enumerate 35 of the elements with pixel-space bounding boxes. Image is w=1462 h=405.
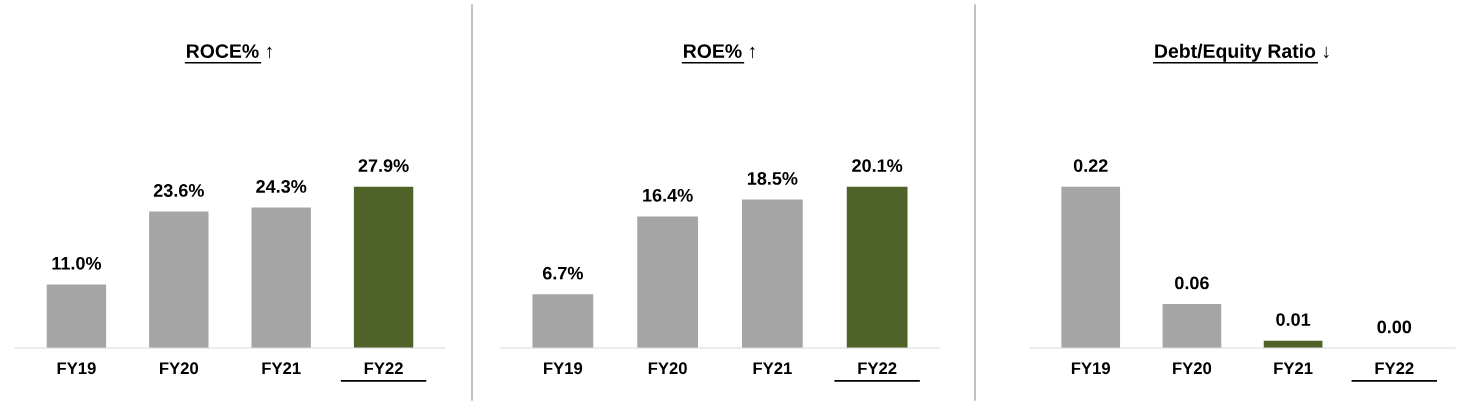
data-label: 0.00: [1377, 320, 1412, 334]
x-tick-label: FY22: [1375, 362, 1414, 374]
bar: [846, 186, 908, 348]
x-tick-label: FY21: [753, 362, 792, 374]
data-label: 0.22: [1073, 159, 1108, 172]
bar: [532, 294, 594, 348]
x-tick-label: FY22: [858, 362, 897, 374]
data-label: 11.0%: [52, 256, 102, 270]
data-label: 0.01: [1276, 313, 1311, 326]
data-label: 16.4%: [643, 188, 693, 202]
data-label: 18.5%: [747, 172, 798, 185]
chart-title: ROCE% ↑: [187, 44, 272, 59]
x-tick-label: FY21: [262, 362, 301, 374]
x-tick-label: FY22: [364, 362, 403, 374]
bar: [353, 186, 414, 348]
bar: [637, 216, 698, 348]
bar: [149, 211, 209, 348]
data-label: 0.06: [1175, 276, 1209, 290]
x-tick-label: FY20: [160, 362, 199, 375]
bar: [46, 284, 107, 348]
bar: [251, 207, 311, 348]
chart-title: ROE% ↑: [684, 44, 755, 59]
x-tick-label: FY20: [1173, 362, 1212, 375]
data-label: 27.9%: [358, 159, 409, 172]
x-tick-label: FY19: [544, 362, 583, 375]
bar: [742, 199, 803, 348]
data-label: 23.6%: [153, 184, 204, 197]
data-label: 24.3%: [256, 180, 307, 193]
x-tick-label: FY21: [1274, 362, 1313, 374]
x-tick-label: FY20: [648, 362, 687, 375]
data-label: 6.7%: [542, 266, 583, 280]
chart-title: Debt/Equity Ratio ↓: [1155, 43, 1329, 62]
data-label: 20.1%: [852, 159, 903, 172]
x-tick-label: FY19: [57, 362, 96, 375]
x-tick-label: FY19: [1071, 362, 1111, 375]
